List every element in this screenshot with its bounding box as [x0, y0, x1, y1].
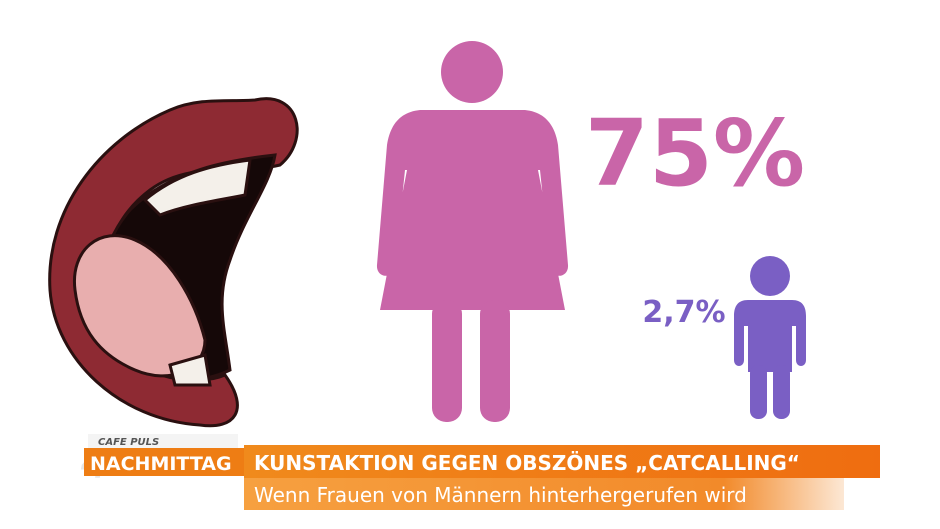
lower-third: 4 CAFE PULS NACHMITTAG KUNSTAKTION GEGEN…: [80, 434, 880, 510]
headline-bg: [244, 445, 880, 478]
subline: Wenn Frauen von Männern hinterhergerufen…: [254, 483, 747, 507]
show-small: CAFE PULS: [98, 437, 159, 448]
headline: KUNSTAKTION GEGEN OBSZÖNES „CATCALLING“: [254, 451, 800, 475]
women-share: 75%: [585, 100, 805, 207]
subline-bg: [244, 478, 844, 510]
show-name: NACHMITTAG: [90, 453, 232, 475]
woman-icon: [376, 41, 569, 422]
mouth-illustration: [48, 97, 299, 428]
man-icon: [734, 256, 806, 419]
show-name-bg: [84, 448, 244, 476]
show-small-bg: [88, 434, 238, 448]
men-share: 2,7%: [642, 295, 725, 330]
